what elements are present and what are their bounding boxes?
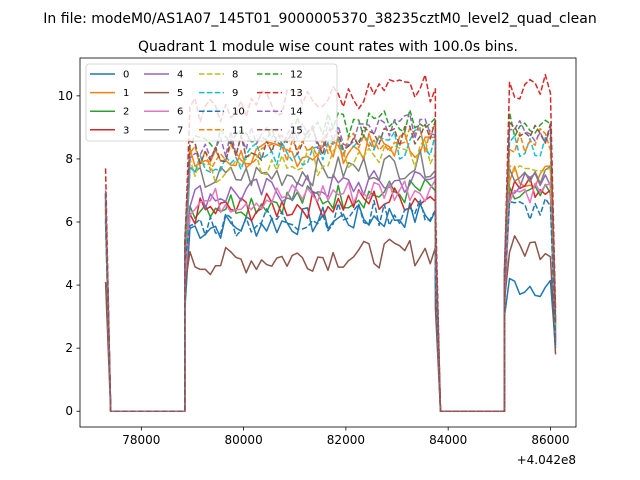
series-line-8 <box>104 138 557 412</box>
x-tick-label: 84000 <box>429 433 467 447</box>
y-tick-label: 8 <box>65 152 73 166</box>
file-title: In file: modeM0/AS1A07_145T01_9000005370… <box>43 11 596 27</box>
series-line-14 <box>104 113 557 412</box>
legend-label-12: 12 <box>290 70 303 81</box>
series-line-1 <box>104 132 557 412</box>
series-line-5 <box>104 235 557 412</box>
series-line-10 <box>104 197 557 412</box>
x-offset-label: +4.042e8 <box>517 453 576 467</box>
series-line-11 <box>104 124 557 412</box>
legend-label-3: 3 <box>123 125 129 136</box>
series-line-3 <box>104 176 557 412</box>
legend-label-5: 5 <box>177 88 183 99</box>
y-tick-label: 2 <box>65 341 73 355</box>
series-line-15 <box>104 119 557 412</box>
x-tick-label: 80000 <box>225 433 263 447</box>
legend-label-6: 6 <box>177 107 183 118</box>
legend-label-10: 10 <box>232 107 245 118</box>
series-line-4 <box>104 169 557 412</box>
y-tick-label: 10 <box>58 89 73 103</box>
series-line-2 <box>104 178 557 412</box>
legend-label-1: 1 <box>123 88 129 99</box>
y-tick-label: 6 <box>65 215 73 229</box>
legend-label-2: 2 <box>123 107 129 118</box>
legend-box <box>85 63 338 142</box>
legend-label-9: 9 <box>232 88 238 99</box>
legend-label-13: 13 <box>290 88 303 99</box>
legend-label-4: 4 <box>177 70 183 81</box>
series-line-9 <box>104 128 557 412</box>
legend-label-0: 0 <box>123 70 129 81</box>
plot-frame <box>79 57 577 428</box>
legend-label-8: 8 <box>232 70 238 81</box>
legend-label-11: 11 <box>232 125 245 136</box>
x-tick-label: 82000 <box>327 433 365 447</box>
series-line-0 <box>104 196 557 412</box>
legend-label-15: 15 <box>290 125 303 136</box>
series-line-6 <box>104 179 557 412</box>
y-tick-label: 4 <box>65 278 73 292</box>
x-tick-label: 78000 <box>122 433 160 447</box>
chart-title: Quadrant 1 module wise count rates with … <box>138 39 518 55</box>
legend-label-14: 14 <box>290 107 303 118</box>
legend-label-7: 7 <box>177 125 183 136</box>
y-tick-label: 0 <box>65 404 73 418</box>
x-tick-label: 86000 <box>531 433 569 447</box>
